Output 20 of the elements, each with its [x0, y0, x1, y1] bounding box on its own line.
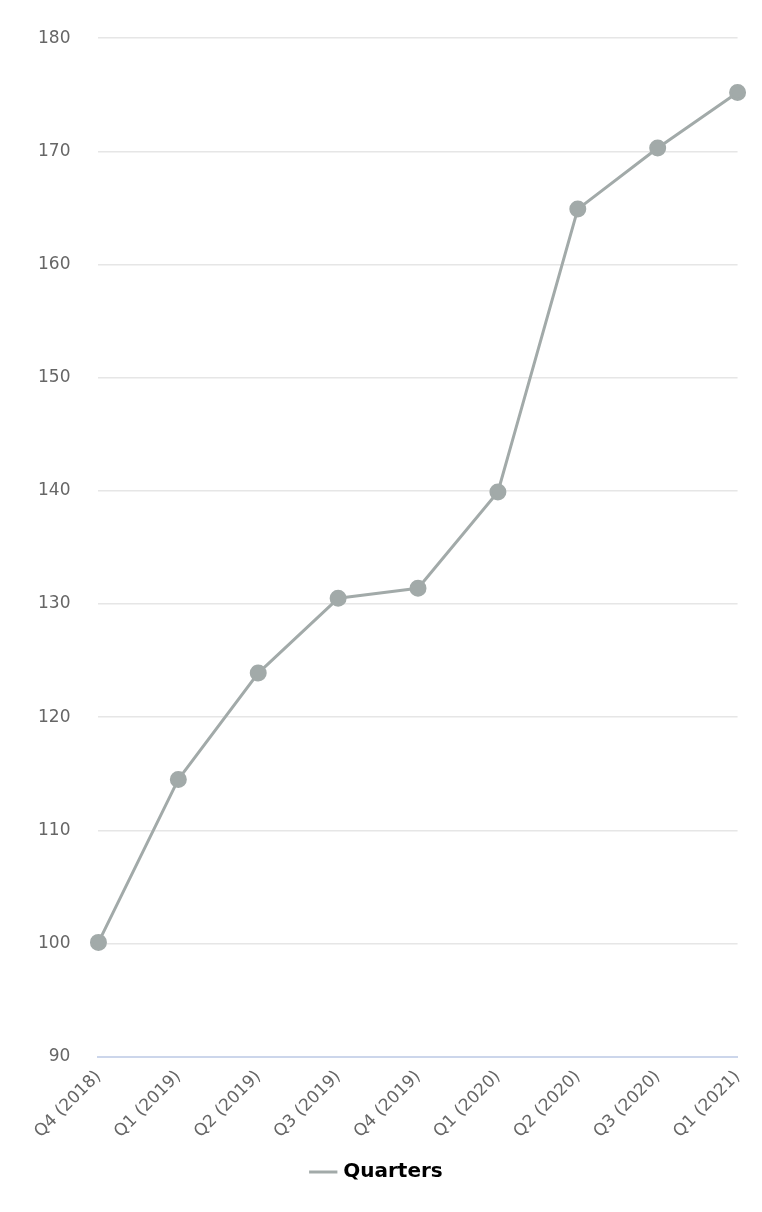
y-tick-label: 140	[37, 479, 71, 500]
point	[489, 483, 507, 501]
point	[409, 579, 427, 597]
point	[249, 664, 267, 682]
point	[169, 770, 187, 788]
y-tick-label: 90	[48, 1045, 71, 1066]
point	[89, 933, 107, 951]
legend-label: Quarters	[343, 1158, 443, 1183]
point	[649, 139, 667, 157]
y-tick-label: 100	[37, 931, 71, 952]
point	[569, 200, 587, 218]
y-tick-label: 120	[37, 705, 71, 726]
point	[329, 589, 347, 607]
y-tick-label: 180	[37, 26, 71, 47]
y-tick-label: 130	[37, 592, 71, 613]
point	[729, 84, 747, 102]
y-tick-label: 170	[37, 139, 71, 160]
y-tick-label: 150	[37, 366, 71, 387]
y-tick-label: 110	[37, 818, 71, 839]
y-tick-label: 160	[37, 252, 71, 273]
